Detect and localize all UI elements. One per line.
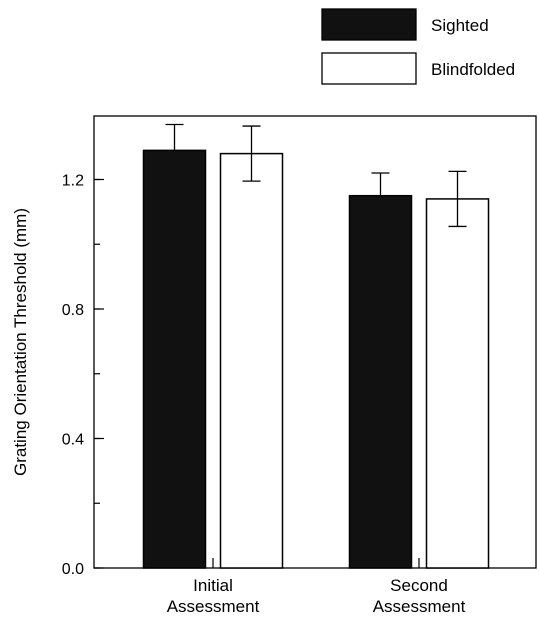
y-tick-label: 1.2 [62, 173, 84, 190]
y-axis-label: Grating Orientation Threshold (mm) [11, 208, 30, 476]
error-bars [165, 123, 467, 228]
legend-swatch [321, 8, 417, 41]
plot-frame [93, 115, 537, 569]
x-tick-label: Assessment [373, 597, 466, 616]
y-axis: 0.0 0.4 0.8 1.2 [62, 173, 104, 578]
bar [425, 198, 490, 569]
legend: Sighted Blindfolded [321, 8, 515, 85]
bars [142, 149, 490, 569]
y-tick-label: 0.8 [62, 302, 84, 319]
bar [348, 194, 413, 569]
legend-label: Blindfolded [431, 60, 515, 79]
bar [219, 152, 284, 569]
x-tick-label: Initial [193, 576, 233, 595]
legend-label: Sighted [431, 16, 489, 35]
x-tick-label: Second [390, 576, 448, 595]
y-tick-label: 0.4 [62, 432, 84, 449]
x-axis: Initial Assessment Second Assessment [167, 558, 466, 616]
x-tick-label: Assessment [167, 597, 260, 616]
legend-swatch [321, 52, 417, 85]
y-tick-label: 0.0 [62, 561, 84, 578]
bar [142, 149, 207, 569]
